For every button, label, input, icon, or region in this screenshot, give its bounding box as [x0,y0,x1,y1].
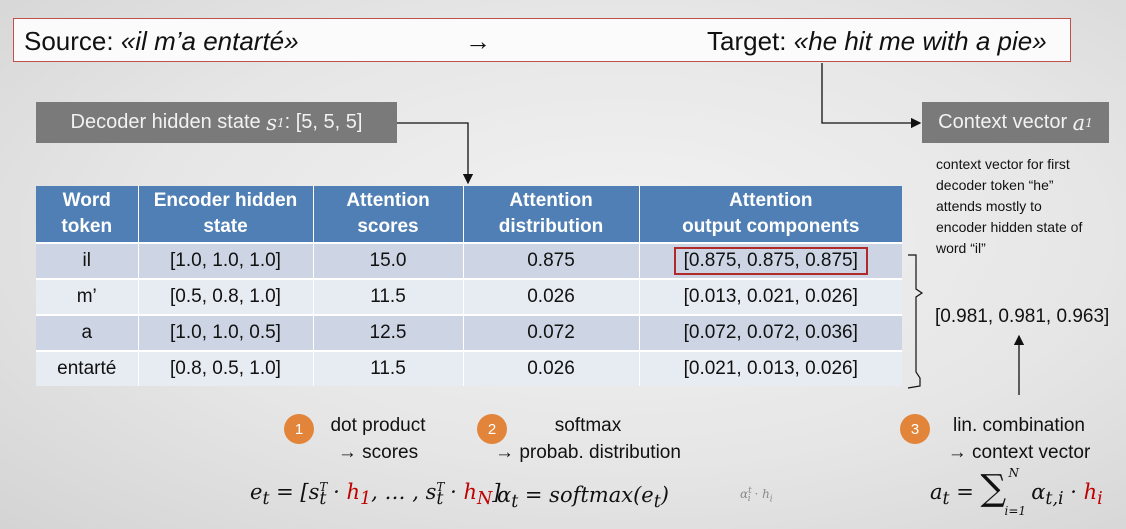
table-cell: 0.026 [463,278,640,315]
context-subscript: 1 [1085,115,1093,130]
header-attention-output: Attention output components [639,186,902,243]
target-label: Target: [707,26,787,56]
decoder-subscript: 1 [277,115,285,130]
source-sentence: «il m’a entarté» [120,26,299,56]
context-vector-result: [0.981, 0.981, 0.963] [935,306,1110,327]
table-cell: [1.0, 1.0, 0.5] [138,314,314,351]
step-2-badge: 2 [477,414,507,444]
table-cell: a [36,314,139,351]
decoder-symbol: s [266,110,277,135]
top-arrow: → [465,26,491,56]
table-cell: m’ [36,278,139,315]
step-3-text: lin. combination → context vector [936,412,1102,466]
faint-formula: αti · hi [740,486,773,505]
source-text: Source: «il m’a entarté» [24,26,299,57]
table-cell: 0.072 [463,314,640,351]
table-row: il [1.0, 1.0, 1.0] 15.0 0.875 [0.875, 0.… [36,242,902,279]
table-cell: [0.072, 0.072, 0.036] [639,314,902,351]
step-1-line2: → scores [337,442,419,463]
formula-linear-combination: at = ∑ N i=1 αt,i · hi [930,465,1103,518]
table-cell: [0.013, 0.021, 0.026] [639,278,902,315]
table-cell: 0.875 [463,242,640,279]
table-cell: [0.8, 0.5, 1.0] [138,350,314,386]
source-target-box [13,18,1071,62]
attention-table: Word token Encoder hidden state Attention s… [36,186,902,386]
step-3-badge: 3 [900,414,930,444]
table-cell: [1.0, 1.0, 1.0] [138,242,314,279]
table-cell: 0.026 [463,350,640,386]
step-2-line1: softmax [554,415,622,436]
step-3-line2: → context vector [947,442,1091,463]
table-cell: 11.5 [313,278,464,315]
table-cell: [0.5, 0.8, 1.0] [138,278,314,315]
step-1-line1: dot product [330,415,426,436]
table-cell: entarté [36,350,139,386]
table-header-row: Word token Encoder hidden state Attention s… [36,186,902,243]
sum-symbol: ∑ [980,467,1007,509]
header-encoder-state: Encoder hidden state [138,186,314,243]
header-word-token: Word token [36,186,139,243]
context-symbol: a [1072,110,1086,135]
header-attention-distribution: Attention distribution [463,186,640,243]
header-attention-scores: Attention scores [313,186,464,243]
step-2-text: softmax → probab. distribution [480,412,696,466]
context-label: Context vector [938,111,1068,133]
table-cell: [0.021, 0.013, 0.026] [639,350,902,386]
table-cell: 15.0 [313,242,464,279]
table-cell: [0.875, 0.875, 0.875] [639,242,902,279]
table-row: m’ [0.5, 0.8, 1.0] 11.5 0.026 [0.013, 0.… [36,278,902,315]
sum-lower: i=1 [1004,503,1027,518]
decoder-value: : [5, 5, 5] [284,111,363,133]
table-row: entarté [0.8, 0.5, 1.0] 11.5 0.026 [0.02… [36,350,902,386]
table-cell: il [36,242,139,279]
step-3-line1: lin. combination [952,415,1086,436]
formula-softmax: αt = softmax(et) [497,483,669,513]
step-1-text: dot product → scores [316,412,440,466]
context-note: context vector for first decoder token “… [936,156,1083,256]
target-sentence: «he hit me with a pie» [793,26,1047,56]
table-row: a [1.0, 1.0, 0.5] 12.5 0.072 [0.072, 0.0… [36,314,902,351]
formula-dot-product: et = [sTt · h1, … , sTt · hN] [250,480,501,510]
target-text: Target: «he hit me with a pie» [707,26,1047,57]
step-1-badge: 1 [284,414,314,444]
table-cell: 12.5 [313,314,464,351]
table-cell: 11.5 [313,350,464,386]
source-label: Source: [24,26,114,56]
highlighted-output: [0.875, 0.875, 0.875] [673,247,868,275]
sum-upper: N [1008,465,1020,480]
step-2-line2: → probab. distribution [495,442,681,463]
decoder-label: Decoder hidden state [70,111,261,133]
